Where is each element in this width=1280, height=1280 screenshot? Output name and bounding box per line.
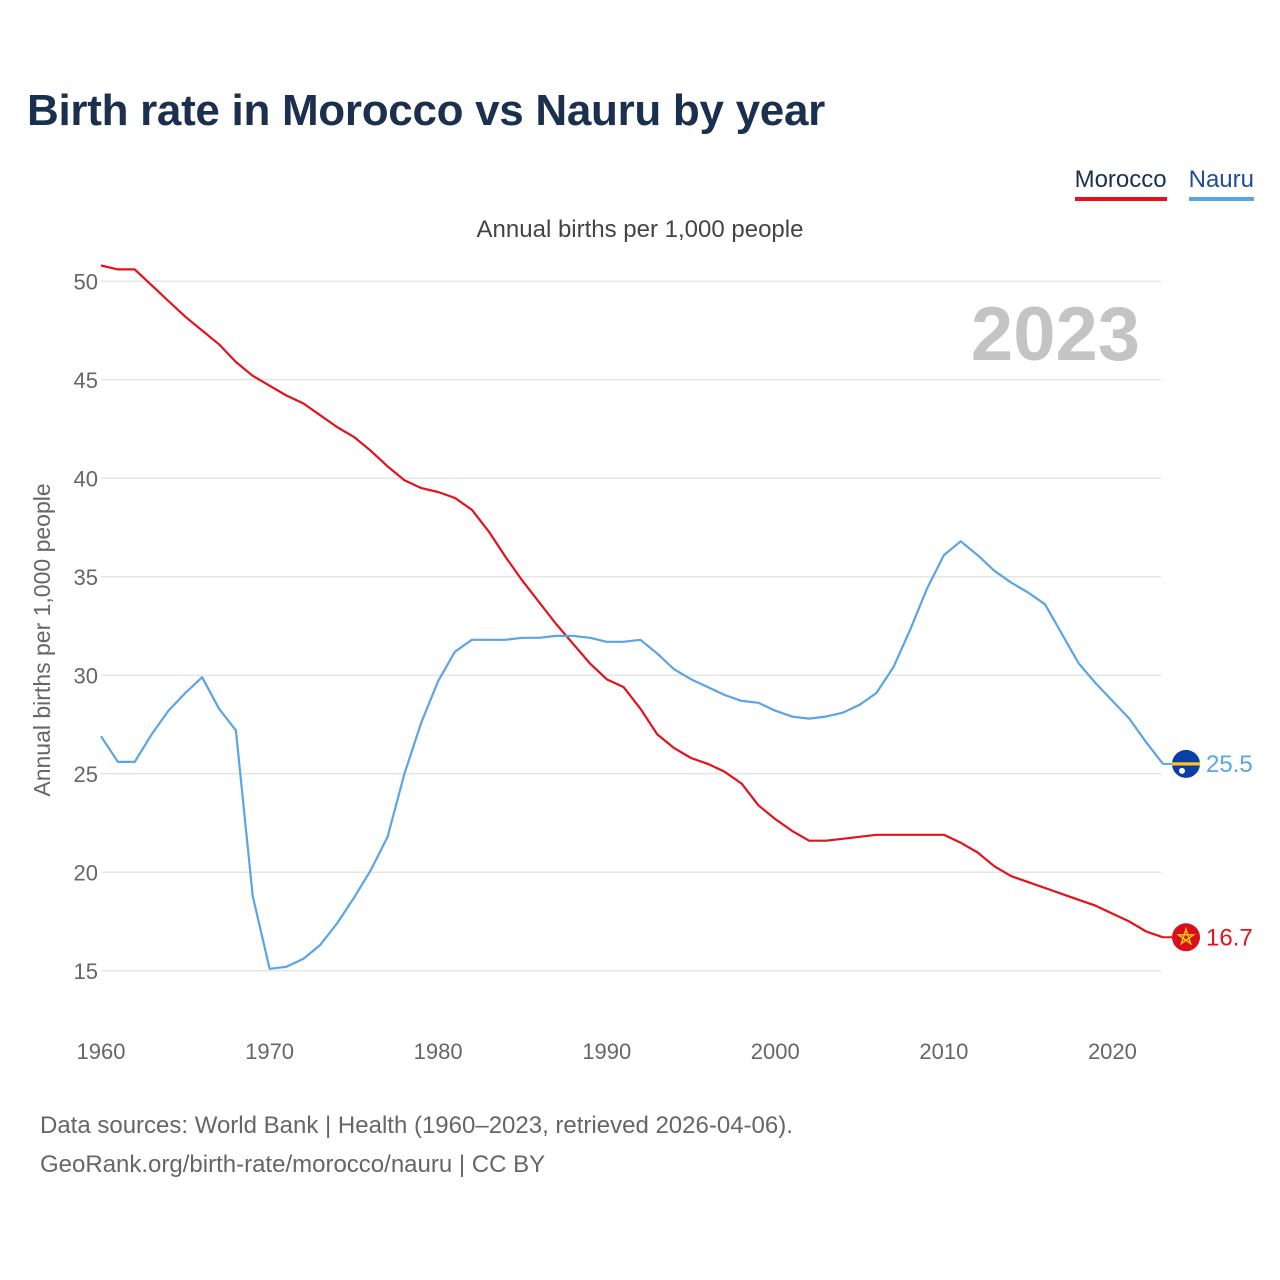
- y-axis-ticks: 15 20 25 30 35 40 45 50: [74, 269, 98, 984]
- series-lines: [100, 264, 1164, 970]
- footer-url[interactable]: GeoRank.org/birth-rate/morocco/nauru | C…: [40, 1151, 546, 1178]
- y-tick-label: 30: [74, 663, 98, 688]
- morocco-flag-star-icon: [1176, 927, 1196, 946]
- legend-item-nauru[interactable]: Nauru: [1188, 166, 1254, 201]
- chart-subtitle: Annual births per 1,000 people: [476, 216, 804, 243]
- y-tick-label: 25: [74, 762, 98, 787]
- nauru-flag-star-icon: [1179, 767, 1185, 774]
- legend: Morocco Nauru: [1074, 166, 1254, 201]
- gridlines: [101, 280, 1161, 972]
- footer: Data sources: World Bank | Health (1960–…: [40, 1106, 793, 1184]
- x-tick-label: 1960: [77, 1039, 126, 1064]
- x-axis-ticks: 1960 1970 1980 1990 2000 2010 2020: [77, 1039, 1137, 1064]
- series-line-nauru: [100, 540, 1164, 970]
- end-value-label-morocco: 16.7: [1206, 924, 1253, 951]
- y-tick-label: 20: [74, 860, 98, 885]
- y-axis-label: Annual births per 1,000 people: [29, 483, 55, 796]
- series-line-morocco: [100, 264, 1164, 939]
- x-tick-label: 1980: [414, 1039, 463, 1064]
- end-value-label-nauru: 25.5: [1206, 751, 1253, 778]
- x-tick-label: 1990: [582, 1039, 631, 1064]
- x-tick-label: 2000: [751, 1039, 800, 1064]
- nauru-flag-stripe-icon: [1172, 762, 1200, 766]
- y-tick-label: 40: [74, 466, 98, 491]
- y-tick-label: 50: [74, 269, 98, 294]
- y-tick-label: 35: [74, 565, 98, 590]
- x-tick-label: 2010: [919, 1039, 968, 1064]
- x-tick-label: 1970: [245, 1039, 294, 1064]
- x-tick-label: 2020: [1088, 1039, 1137, 1064]
- y-tick-label: 15: [74, 959, 98, 984]
- year-watermark: 2023: [971, 292, 1140, 377]
- legend-item-morocco[interactable]: Morocco: [1074, 166, 1167, 201]
- end-markers: 16.7 25.5: [1163, 749, 1253, 952]
- footer-sources: Data sources: World Bank | Health (1960–…: [40, 1112, 793, 1139]
- y-tick-label: 45: [74, 368, 98, 393]
- chart-title: Birth rate in Morocco vs Nauru by year: [27, 86, 825, 135]
- morocco-flag-icon: [1172, 923, 1200, 952]
